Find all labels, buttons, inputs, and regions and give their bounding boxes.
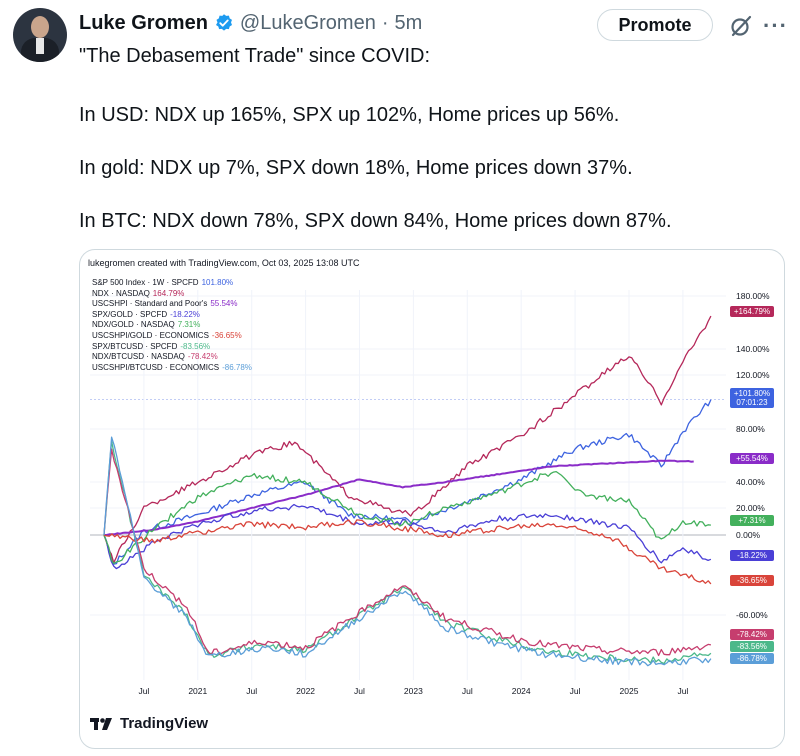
more-options-icon[interactable]: ··· <box>763 13 788 38</box>
legend-value: -18.22% <box>170 309 200 319</box>
legend-item: SPX/BTCUSD · SPCFD -83.56% <box>92 342 252 353</box>
price-badge <box>730 550 774 561</box>
series-line <box>103 470 711 565</box>
legend-value: 164.79% <box>152 288 185 298</box>
price-badge-label: -83.56% <box>737 642 767 651</box>
avatar-face <box>31 16 49 38</box>
series-line <box>103 503 712 570</box>
grok-icon[interactable] <box>729 14 753 38</box>
legend-item: NDX · NASDAQ 164.79% <box>92 289 252 300</box>
y-tick-label: 40.00% <box>736 477 765 487</box>
x-tick-label: Jul <box>246 686 257 696</box>
legend-item: USCSHPI/BTCUSD · ECONOMICS -86.78% <box>92 363 252 374</box>
legend-label: USCSHPI · Standard and Poor's <box>92 299 208 309</box>
x-tick-label: 2022 <box>296 686 315 696</box>
x-tick-label: 2025 <box>620 686 639 696</box>
legend-label: USCSHPI/GOLD · ECONOMICS <box>92 330 209 340</box>
tradingview-brand: TradingView <box>120 715 209 732</box>
x-tick-label: Jul <box>138 686 149 696</box>
legend-value: -78.42% <box>187 352 218 362</box>
legend-item: S&P 500 Index · 1W · SPCFD 101.80% <box>92 278 252 289</box>
legend-item: NDX/GOLD · NASDAQ 7.31% <box>92 320 252 331</box>
legend-label: S&P 500 Index · 1W · SPCFD <box>92 278 199 287</box>
tweet-header: Luke Gromen @LukeGromen · 5m <box>79 10 422 36</box>
legend-label: SPX/GOLD · SPCFD <box>92 309 168 319</box>
price-badge-label: -36.65% <box>737 576 767 585</box>
price-badge <box>730 453 774 464</box>
legend-label: USCSHPI/BTCUSD · ECONOMICS <box>92 362 220 372</box>
legend-label: NDX/GOLD · NASDAQ <box>92 320 175 330</box>
legend-item: USCSHPI · Standard and Poor's 55.54% <box>92 299 252 310</box>
legend-label: NDX · NASDAQ <box>92 288 150 298</box>
legend-label: SPX/BTCUSD · SPCFD <box>92 341 178 351</box>
avatar-shirt <box>36 38 44 54</box>
y-tick-label: 120.00% <box>736 370 770 380</box>
author-name[interactable]: Luke Gromen <box>79 11 208 34</box>
separator-dot: · <box>381 11 389 34</box>
legend-label: NDX/BTCUSD · NASDAQ <box>92 352 185 362</box>
series-line <box>103 519 712 585</box>
tweet-text-line: "The Debasement Trade" since COVID: <box>79 45 431 67</box>
chart-legend: S&P 500 Index · 1W · SPCFD 101.80% NDX · … <box>92 278 252 373</box>
price-badge <box>730 515 774 526</box>
x-tick-label: 2024 <box>512 686 531 696</box>
tradingview-logo-icon <box>90 717 112 730</box>
price-badge-label: +101.80% <box>734 389 770 398</box>
price-badge <box>730 388 774 408</box>
price-badge-label: +164.79% <box>734 307 770 316</box>
y-tick-label: -60.00% <box>736 610 768 620</box>
legend-value: 101.80% <box>201 278 234 287</box>
price-badge <box>730 306 774 317</box>
line-chart: 180.00% 140.00% 120.00% 80.00% 40.00% 20.00% 0… <box>90 290 774 696</box>
x-tick-label: 2023 <box>404 686 423 696</box>
chart-attribution: lukegromen created with TradingView.com,… <box>88 258 360 268</box>
tweet-text-line: In BTC: NDX down 78%, SPX down 84%, Home… <box>79 210 672 232</box>
tweet-timestamp[interactable]: 5m <box>394 11 423 34</box>
tweet-media-chart[interactable]: lukegromen created with TradingView.com,… <box>79 249 785 749</box>
y-tick-label: 20.00% <box>736 503 765 513</box>
x-tick-label: Jul <box>462 686 473 696</box>
promote-button[interactable]: Promote <box>597 9 713 41</box>
legend-value: 55.54% <box>210 299 238 309</box>
series-line <box>104 459 694 536</box>
y-tick-label: 80.00% <box>736 424 765 434</box>
price-badge-countdown: 07:01:23 <box>736 398 768 407</box>
price-badge-label: -86.78% <box>737 654 767 663</box>
verified-badge-icon <box>215 14 232 31</box>
x-tick-label: 2021 <box>188 686 207 696</box>
series-line <box>103 399 712 565</box>
y-tick-label: 180.00% <box>736 291 770 301</box>
legend-item: SPX/GOLD · SPCFD -18.22% <box>92 310 252 321</box>
legend-value: -86.78% <box>222 362 252 372</box>
tweet-text-line: In gold: NDX up 7%, SPX down 18%, Home p… <box>79 157 633 179</box>
x-tick-label: Jul <box>677 686 688 696</box>
legend-item: USCSHPI/GOLD · ECONOMICS -36.65% <box>92 331 252 342</box>
x-tick-label: Jul <box>570 686 581 696</box>
legend-item: NDX/BTCUSD · NASDAQ -78.42% <box>92 352 252 363</box>
x-tick-label: Jul <box>354 686 365 696</box>
price-badge-label: +55.54% <box>736 454 768 463</box>
author-handle[interactable]: @LukeGromen <box>239 11 376 34</box>
legend-value: 7.31% <box>177 320 201 330</box>
price-badge-label: +7.31% <box>738 516 765 525</box>
y-tick-label: 0.00% <box>736 530 761 540</box>
legend-value: -36.65% <box>211 330 242 340</box>
price-badge-label: -18.22% <box>737 551 767 560</box>
series-line <box>103 436 712 667</box>
price-badge <box>730 653 774 664</box>
legend-value: -83.56% <box>180 341 211 351</box>
price-badge <box>730 641 774 652</box>
price-badge <box>730 629 774 640</box>
series-line <box>103 315 712 564</box>
price-badge <box>730 575 774 586</box>
price-badge-label: -78.42% <box>737 630 767 639</box>
series-line <box>103 440 712 665</box>
tradingview-logo: TradingView <box>90 715 208 732</box>
avatar[interactable] <box>13 8 67 62</box>
tweet-text-line: In USD: NDX up 165%, SPX up 102%, Home p… <box>79 104 620 126</box>
y-tick-label: 140.00% <box>736 344 770 354</box>
series-line <box>103 448 712 657</box>
